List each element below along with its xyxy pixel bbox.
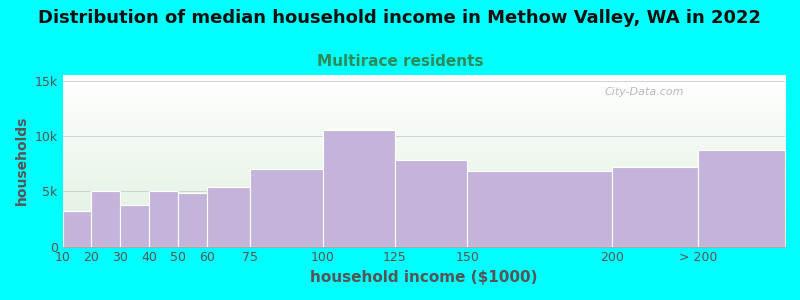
Bar	[395, 160, 467, 247]
Bar	[467, 171, 612, 247]
Bar	[178, 194, 207, 247]
Text: Multirace residents: Multirace residents	[317, 54, 483, 69]
Bar	[612, 167, 698, 247]
X-axis label: household income ($1000): household income ($1000)	[310, 270, 538, 285]
Bar	[150, 191, 178, 247]
Bar	[62, 211, 91, 247]
Bar	[120, 205, 150, 247]
Bar	[250, 169, 322, 247]
Bar	[322, 130, 395, 247]
Y-axis label: households: households	[15, 116, 29, 206]
Bar	[91, 191, 120, 247]
Text: City-Data.com: City-Data.com	[604, 87, 684, 97]
Bar	[698, 150, 785, 247]
Text: Distribution of median household income in Methow Valley, WA in 2022: Distribution of median household income …	[38, 9, 762, 27]
Bar	[207, 187, 250, 247]
